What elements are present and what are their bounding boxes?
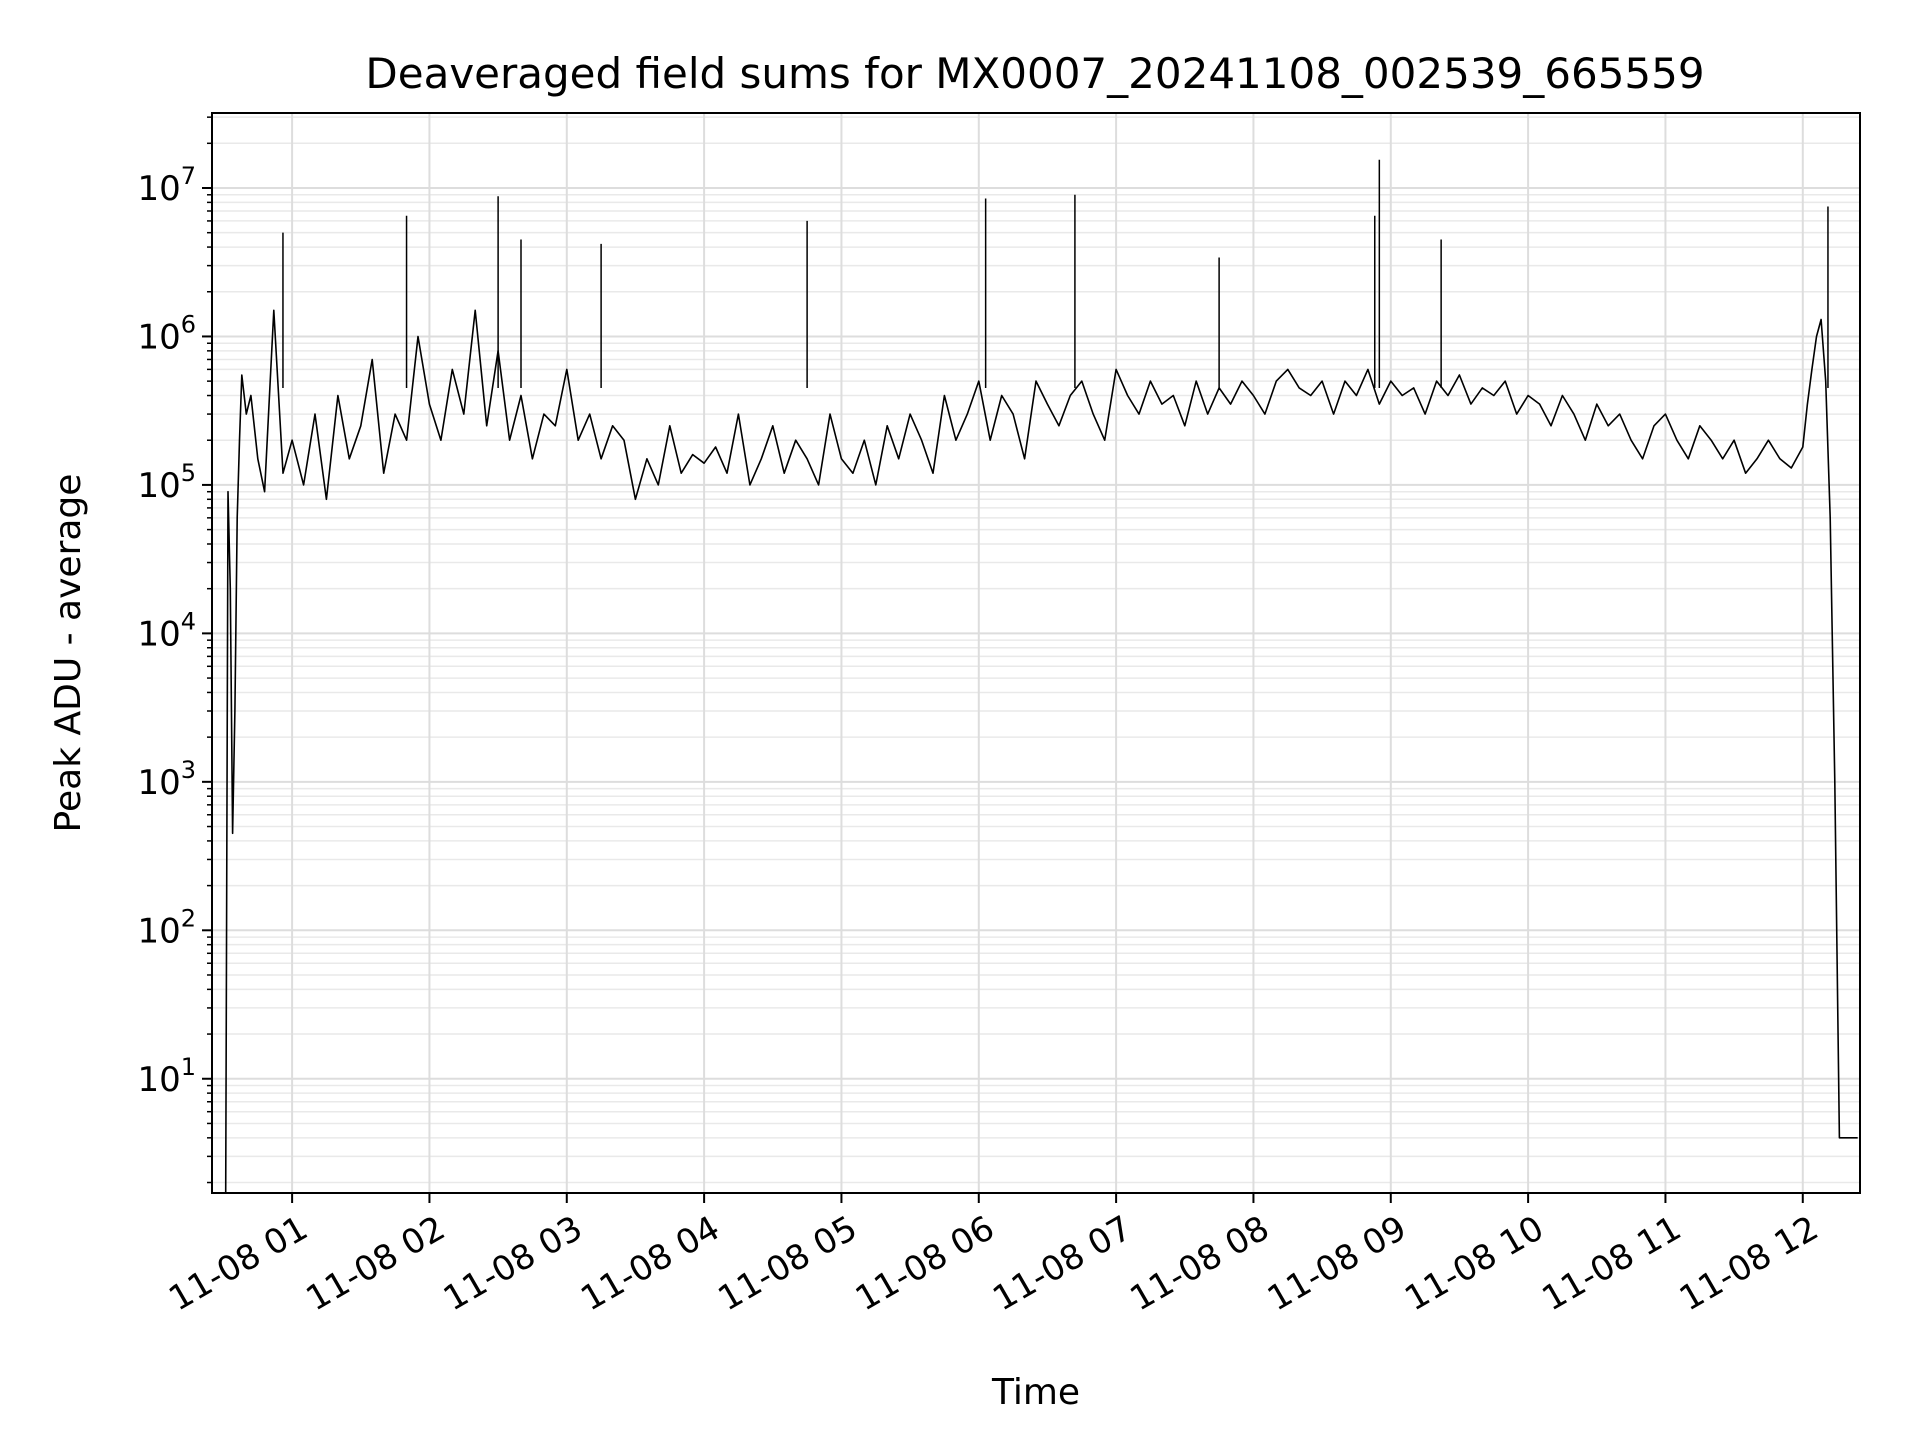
y-axis: 101 102 103 104 105 106 107 bbox=[137, 116, 212, 1184]
plot-area bbox=[224, 159, 1858, 1194]
y-tick-label: 104 bbox=[137, 607, 196, 654]
y-tick-label: 102 bbox=[137, 904, 196, 951]
series-line bbox=[224, 309, 1858, 1194]
y-tick-label: 106 bbox=[137, 310, 196, 357]
chart-title: Deaveraged field sums for MX0007_2024110… bbox=[365, 49, 1704, 98]
y-tick-label: 103 bbox=[137, 756, 196, 803]
y-tick-label: 105 bbox=[137, 459, 196, 506]
y-tick-label: 101 bbox=[137, 1053, 196, 1100]
grid bbox=[212, 113, 1860, 1193]
x-axis-label: Time bbox=[991, 1372, 1080, 1413]
plot-frame bbox=[211, 112, 1861, 1194]
y-tick-label: 107 bbox=[137, 162, 196, 209]
y-axis-label: Peak ADU - average bbox=[48, 474, 89, 833]
